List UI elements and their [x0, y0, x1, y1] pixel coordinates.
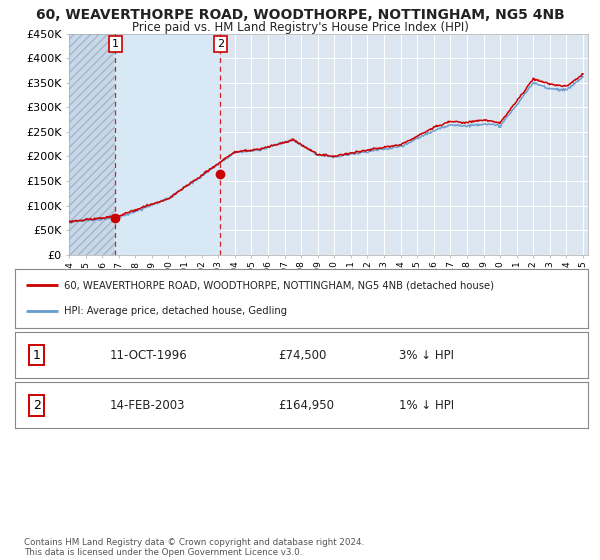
Text: 1% ↓ HPI: 1% ↓ HPI [399, 399, 454, 412]
Text: £74,500: £74,500 [278, 348, 327, 362]
Text: Price paid vs. HM Land Registry's House Price Index (HPI): Price paid vs. HM Land Registry's House … [131, 21, 469, 34]
Text: 11-OCT-1996: 11-OCT-1996 [110, 348, 187, 362]
Text: Contains HM Land Registry data © Crown copyright and database right 2024.
This d: Contains HM Land Registry data © Crown c… [24, 538, 364, 557]
Text: 2: 2 [217, 39, 224, 49]
Text: HPI: Average price, detached house, Gedling: HPI: Average price, detached house, Gedl… [64, 306, 287, 316]
Text: 60, WEAVERTHORPE ROAD, WOODTHORPE, NOTTINGHAM, NG5 4NB (detached house): 60, WEAVERTHORPE ROAD, WOODTHORPE, NOTTI… [64, 280, 494, 290]
Text: 3% ↓ HPI: 3% ↓ HPI [399, 348, 454, 362]
Bar [115, 34, 220, 255]
Bar [69, 34, 115, 255]
Text: 60, WEAVERTHORPE ROAD, WOODTHORPE, NOTTINGHAM, NG5 4NB: 60, WEAVERTHORPE ROAD, WOODTHORPE, NOTTI… [35, 8, 565, 22]
Text: £164,950: £164,950 [278, 399, 335, 412]
Text: 2: 2 [33, 399, 41, 412]
Bar [69, 34, 115, 255]
Text: 1: 1 [112, 39, 119, 49]
Text: 14-FEB-2003: 14-FEB-2003 [110, 399, 185, 412]
Text: 1: 1 [33, 348, 41, 362]
